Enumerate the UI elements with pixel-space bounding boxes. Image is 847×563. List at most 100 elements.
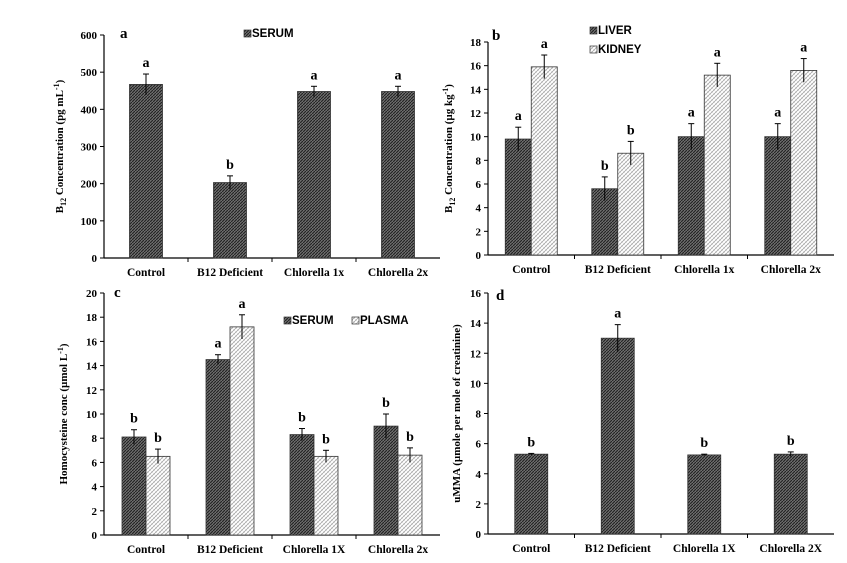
y-tick-label: 12 [86, 385, 98, 397]
legend-swatch [589, 26, 598, 35]
y-tick-label: 18 [470, 37, 482, 49]
x-tick-label: Chlorella 2x [368, 544, 428, 556]
y-axis-label-part: B [443, 205, 455, 213]
x-tick-label: Chlorella 2X [759, 543, 822, 555]
bar-liver [677, 136, 705, 256]
y-tick-label: 16 [86, 336, 98, 348]
y-tick-label: 100 [81, 216, 98, 228]
significance-letter: a [688, 106, 695, 121]
x-tick-label: B12 Deficient [585, 264, 651, 276]
y-tick-label: 4 [92, 482, 98, 494]
panel-label: a [120, 26, 128, 42]
y-tick-label: 0 [476, 250, 482, 262]
panel-label: c [114, 285, 121, 301]
significance-letter: b [322, 432, 330, 447]
legend-swatch [243, 29, 252, 38]
significance-letter: b [787, 434, 795, 449]
y-tick-label: 18 [86, 312, 98, 324]
significance-letter: b [627, 123, 635, 138]
bar-serum [213, 182, 247, 259]
y-tick-label: 10 [470, 378, 482, 390]
y-tick-label: 600 [81, 30, 98, 42]
bar-plasma [397, 454, 423, 536]
significance-letter: b [406, 430, 414, 445]
y-tick-label: 400 [81, 104, 98, 116]
x-tick-label: Control [512, 543, 550, 555]
y-axis-label-part: Concentration (µg kg [443, 94, 455, 198]
x-tick-label: B12 Deficient [585, 543, 651, 555]
bar-kidney [617, 152, 645, 256]
x-tick-label: Chlorella 1X [673, 543, 736, 555]
bar-serum [205, 359, 231, 536]
bar-serum [121, 436, 147, 536]
bar-kidney [703, 74, 731, 256]
bar-value [773, 453, 808, 535]
y-axis-label-part: ) [443, 84, 455, 88]
panel-a: 0 100 200 300 400 500 600 Control B12 Deficient C… [52, 26, 440, 279]
y-tick-label: 16 [470, 288, 482, 300]
significance-letter: b [382, 396, 390, 411]
significance-letter: b [700, 436, 708, 451]
significance-letter: a [143, 56, 150, 71]
y-axis-label: B12 Concentration (µg kg-1) [441, 84, 457, 213]
panel-d: 0 2 4 6 8 10 12 14 16 Control B12 Deficient Chlorel… [451, 288, 834, 555]
significance-letter: a [541, 37, 548, 52]
y-axis-label: B12 Concentration (pg mL-1) [52, 79, 68, 213]
y-tick-label: 2 [92, 506, 98, 518]
bar-kidney [790, 70, 818, 256]
y-tick-label: 0 [476, 529, 482, 541]
significance-letter: a [800, 41, 807, 56]
y-tick-label: 300 [81, 142, 98, 154]
significance-letter: b [298, 411, 306, 426]
y-axis-label-part: uMMA (µmole per mole of creatinine) [451, 324, 463, 503]
bar-serum [381, 91, 415, 259]
y-tick-label: 4 [476, 203, 482, 215]
legend-swatch [351, 316, 360, 325]
y-axis-label-part: B [54, 205, 66, 213]
bar-plasma [145, 455, 171, 536]
y-axis-label: Homocysteine conc (µmol L-1) [56, 343, 70, 484]
bar-value [514, 453, 549, 535]
y-tick-label: 10 [86, 409, 98, 421]
bar-kidney [530, 66, 558, 256]
y-tick-label: 8 [92, 433, 98, 445]
y-tick-label: 16 [470, 61, 482, 73]
y-tick-label: 12 [470, 108, 482, 120]
y-axis-label-part: 12 [59, 198, 68, 206]
y-tick-label: 0 [92, 253, 98, 265]
significance-letter: b [130, 412, 138, 427]
significance-letter: a [311, 68, 318, 83]
bar-serum [373, 425, 399, 536]
legend-label: KIDNEY [598, 44, 642, 56]
y-tick-label: 6 [476, 439, 482, 451]
y-tick-label: 6 [476, 179, 482, 191]
bar-serum [297, 91, 331, 259]
legend-label: PLASMA [360, 315, 409, 327]
panel-label: b [492, 28, 500, 44]
y-tick-label: 500 [81, 67, 98, 79]
significance-letter: b [601, 159, 609, 174]
legend-swatch [589, 45, 598, 54]
bar-plasma [313, 455, 339, 536]
y-axis-label-part: -1 [441, 88, 450, 95]
x-tick-label: Control [127, 267, 165, 279]
y-axis-label-part: Concentration (pg mL [54, 90, 66, 198]
legend-swatch [283, 316, 292, 325]
x-tick-label: Chlorella 2x [761, 264, 821, 276]
y-axis-label-part: -1 [52, 83, 61, 90]
y-tick-label: 6 [92, 457, 98, 469]
significance-letter: a [714, 45, 721, 60]
y-tick-label: 8 [476, 409, 482, 421]
legend-label: LIVER [598, 25, 633, 37]
bar-plasma [229, 326, 255, 536]
y-tick-label: 2 [476, 499, 482, 511]
y-axis-label-part: Homocysteine conc (µmol L [58, 354, 70, 485]
y-axis-label-part: ) [54, 79, 66, 83]
legend-label: SERUM [252, 28, 294, 40]
significance-letter: a [515, 109, 522, 124]
significance-letter: a [215, 337, 222, 352]
y-axis-label-part: 12 [448, 198, 457, 206]
bar-value [687, 454, 722, 535]
x-tick-label: Chlorella 2x [368, 267, 428, 279]
